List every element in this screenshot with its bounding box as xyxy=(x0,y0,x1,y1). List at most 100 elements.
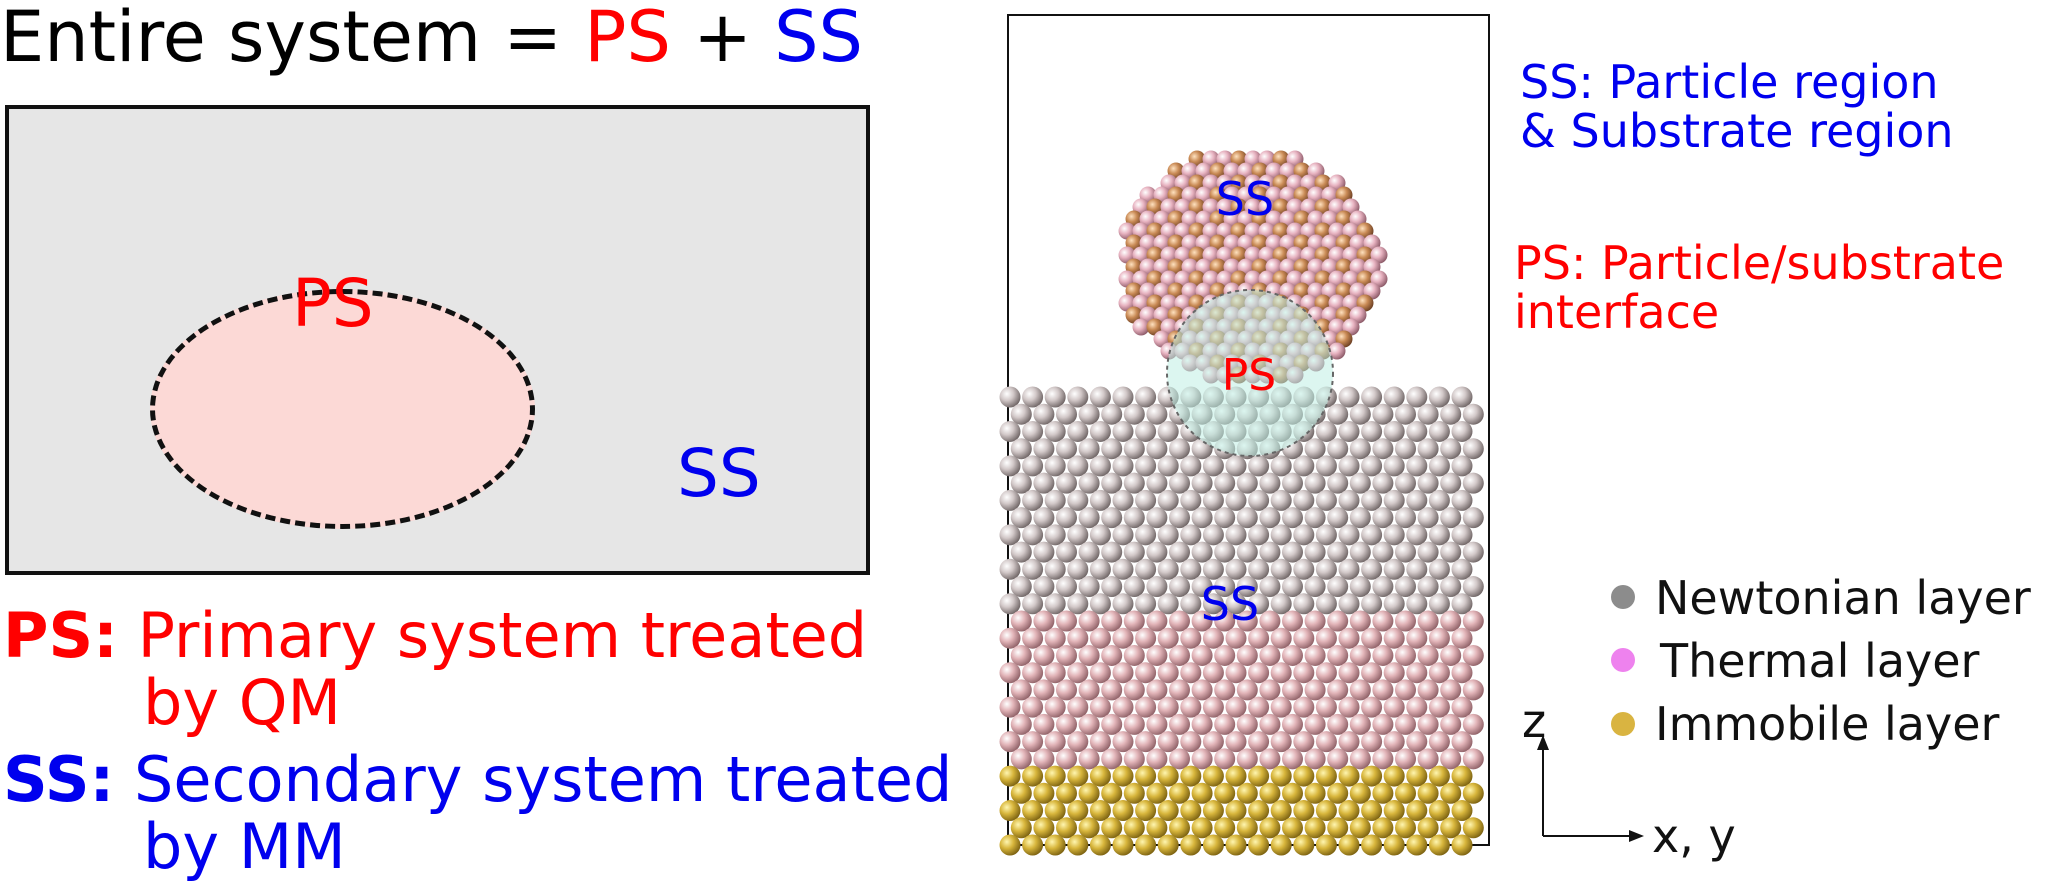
newtonian-atom xyxy=(1010,507,1032,529)
thermal-atom xyxy=(1259,748,1281,770)
immobile-atom xyxy=(1044,834,1066,856)
newtonian-atom xyxy=(1056,576,1077,598)
thermal-atom xyxy=(1327,748,1349,770)
thermal-atom xyxy=(1180,662,1202,684)
immobile-atom xyxy=(1248,834,1270,856)
thermal-atom xyxy=(1022,662,1044,684)
immobile-atom xyxy=(1225,800,1247,822)
thermal-atom xyxy=(1056,610,1077,632)
thermal-atom xyxy=(1067,662,1089,684)
thermal-atom xyxy=(1304,610,1326,632)
newtonian-atom xyxy=(1078,507,1100,529)
newtonian-atom xyxy=(1214,507,1236,529)
newtonian-atom xyxy=(999,455,1021,477)
newtonian-atom xyxy=(1101,472,1123,494)
newtonian-atom xyxy=(1112,455,1134,477)
newtonian-atom xyxy=(1349,507,1371,529)
immobile-atom xyxy=(1248,765,1270,787)
newtonian-atom xyxy=(1044,489,1066,511)
immobile-atom xyxy=(1033,817,1055,839)
newtonian-atom xyxy=(1293,455,1315,477)
immobile-atom xyxy=(1123,782,1145,804)
newtonian-atom xyxy=(1338,420,1360,442)
immobile-atom xyxy=(1202,800,1224,822)
newtonian-atom xyxy=(1067,489,1089,511)
thermal-atom xyxy=(1157,731,1179,753)
thermal-atom xyxy=(1428,627,1450,649)
thermal-atom xyxy=(1349,713,1371,735)
newtonian-atom xyxy=(1372,541,1394,563)
newtonian-atom xyxy=(1135,558,1157,580)
newtonian-atom xyxy=(1372,507,1394,529)
newtonian-atom xyxy=(1022,524,1044,546)
newtonian-atom xyxy=(1101,576,1123,598)
newtonian-atom xyxy=(1406,420,1428,442)
immobile-atom xyxy=(1395,817,1416,839)
thermal-atom xyxy=(1010,644,1032,666)
immobile-atom xyxy=(1191,817,1213,839)
immobile-atom xyxy=(1259,817,1281,839)
newtonian-atom xyxy=(1180,593,1202,615)
thermal-atom xyxy=(1157,662,1179,684)
thermal-atom xyxy=(1067,627,1089,649)
immobile-atom xyxy=(1169,782,1190,804)
newtonian-atom xyxy=(1383,489,1405,511)
thermal-atom xyxy=(999,627,1021,649)
newtonian-atom xyxy=(1112,386,1134,408)
newtonian-atom xyxy=(1270,593,1292,615)
newtonian-atom xyxy=(1225,558,1247,580)
newtonian-atom xyxy=(1236,541,1258,563)
newtonian-atom xyxy=(1146,541,1168,563)
newtonian-atom xyxy=(1067,386,1089,408)
newtonian-atom xyxy=(1033,472,1055,494)
newtonian-atom xyxy=(1440,472,1462,494)
newtonian-atom xyxy=(1327,472,1349,494)
title-plus: + xyxy=(670,0,775,78)
thermal-atom xyxy=(1202,627,1224,649)
newtonian-atom xyxy=(1440,438,1462,460)
newtonian-atom xyxy=(1169,472,1190,494)
newtonian-atom xyxy=(1259,472,1281,494)
newtonian-atom xyxy=(1022,386,1044,408)
immobile-atom xyxy=(1135,834,1157,856)
thermal-atom xyxy=(1395,610,1416,632)
thermal-atom xyxy=(1146,748,1168,770)
newtonian-atom xyxy=(1293,593,1315,615)
newtonian-atom xyxy=(1428,455,1450,477)
newtonian-atom xyxy=(1180,524,1202,546)
newtonian-atom xyxy=(1112,558,1134,580)
thermal-atom xyxy=(1462,713,1484,735)
thermal-atom xyxy=(1033,644,1055,666)
newtonian-atom xyxy=(1383,558,1405,580)
immobile-atom xyxy=(1361,834,1383,856)
thermal-atom xyxy=(1078,713,1100,735)
ss-note-line1: SS: Particle region xyxy=(1520,55,1939,109)
thermal-atom xyxy=(1304,679,1326,701)
immobile-atom xyxy=(1101,817,1123,839)
newtonian-atom xyxy=(1462,541,1484,563)
newtonian-atom xyxy=(1406,386,1428,408)
newtonian-atom xyxy=(1078,576,1100,598)
thermal-atom xyxy=(1089,696,1111,718)
immobile-atom xyxy=(1315,765,1337,787)
newtonian-atom xyxy=(1270,455,1292,477)
newtonian-atom xyxy=(1361,489,1383,511)
thermal-atom xyxy=(1270,696,1292,718)
immobile-atom xyxy=(1180,800,1202,822)
immobile-atom xyxy=(1044,800,1066,822)
newtonian-atom xyxy=(1022,489,1044,511)
newtonian-atom xyxy=(1236,472,1258,494)
newtonian-atom xyxy=(1248,524,1270,546)
thermal-atom xyxy=(1248,731,1270,753)
thermal-atom xyxy=(1044,662,1066,684)
newtonian-atom xyxy=(1225,489,1247,511)
thermal-atom xyxy=(1214,610,1236,632)
thermal-atom xyxy=(1462,748,1484,770)
newtonian-atom xyxy=(1327,438,1349,460)
thermal-atom xyxy=(1089,627,1111,649)
thermal-atom xyxy=(1462,679,1484,701)
newtonian-atom xyxy=(1180,558,1202,580)
newtonian-atom xyxy=(1135,420,1157,442)
thermal-atom xyxy=(1123,679,1145,701)
thermal-atom xyxy=(1146,679,1168,701)
